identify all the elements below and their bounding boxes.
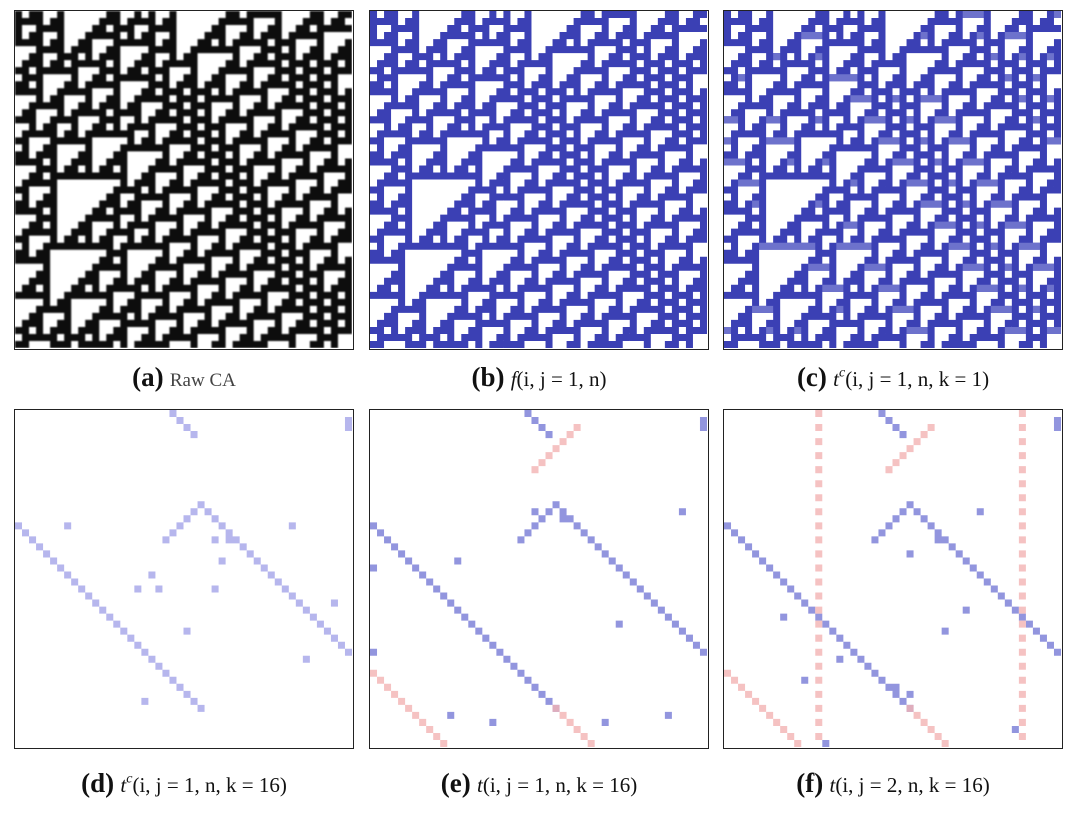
panel-image: [723, 409, 1063, 749]
caption-label: (b): [471, 362, 505, 392]
ca-image: [724, 11, 1061, 348]
caption-args: (i, j = 1, n, k = 1): [845, 367, 990, 391]
panel-image: [723, 10, 1063, 350]
caption-func: t: [833, 367, 839, 391]
panel-image: [369, 10, 709, 350]
blue-cells: [370, 410, 707, 726]
ca-image: [724, 410, 1061, 747]
panel-image: [14, 10, 354, 350]
ca-image: [370, 11, 707, 348]
caption-func: t: [120, 773, 127, 797]
caption-func: f: [510, 367, 517, 391]
ca-image: [15, 410, 352, 712]
blue-cells: [15, 410, 352, 712]
caption-label: (f): [796, 768, 824, 798]
ca-cells: [370, 11, 707, 348]
caption: (d) tc(i, j = 1, n, k = 16): [4, 768, 364, 799]
red-cells: [370, 424, 595, 747]
caption-args: (i, j = 1, n): [516, 367, 607, 391]
caption: (f) t(i, j = 2, n, k = 16): [713, 768, 1073, 799]
caption-args: (i, j = 2, n, k = 16): [835, 773, 990, 797]
caption-label: (c): [796, 362, 827, 392]
panel-image: [14, 409, 354, 749]
ca-cells: [724, 11, 1061, 348]
ca-image: [370, 410, 707, 747]
caption: (c) tc(i, j = 1, n, k = 1): [713, 362, 1073, 393]
caption-label: (d): [81, 768, 115, 798]
caption: (a) Raw CA: [4, 362, 364, 393]
caption-args: (i, j = 1, n, k = 16): [132, 773, 287, 797]
caption: (e) t(i, j = 1, n, k = 16): [359, 768, 719, 799]
caption-sup: c: [126, 771, 133, 787]
ca-cells: [15, 11, 352, 348]
panel-image: [369, 409, 709, 749]
caption-text: Raw CA: [169, 370, 236, 391]
caption-sup: c: [839, 365, 846, 381]
caption-label: (e): [440, 768, 471, 798]
caption-label: (a): [132, 362, 164, 392]
ca-image: [15, 11, 352, 348]
caption-args: (i, j = 1, n, k = 16): [482, 773, 638, 797]
caption: (b) f(i, j = 1, n): [359, 362, 719, 393]
caption-func: t: [829, 773, 836, 797]
caption-func: t: [477, 773, 483, 797]
